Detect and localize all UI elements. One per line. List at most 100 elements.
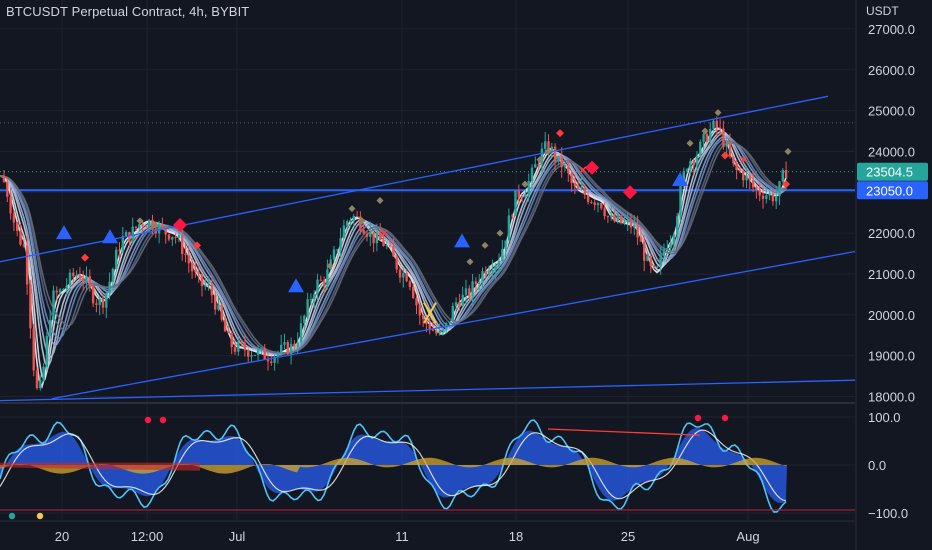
osc-axis-label: −100.0 [868, 506, 908, 521]
candle-body [266, 359, 270, 362]
candle-body [214, 295, 217, 310]
candle-body [316, 279, 319, 295]
candle-body [273, 357, 276, 363]
candle-body [610, 215, 613, 217]
candle-body [375, 232, 379, 244]
candle-body [194, 271, 197, 273]
candle-body [105, 293, 108, 308]
candle-body [412, 286, 415, 298]
small-sell-diamond [556, 129, 564, 138]
time-axis-label: 12:00 [131, 529, 164, 544]
candle-body [596, 202, 600, 206]
candle-body [346, 221, 349, 226]
osc-red-fill [0, 462, 200, 471]
candle-body [220, 304, 223, 320]
candle-body [22, 244, 25, 246]
candle-body [200, 274, 204, 287]
candle-body [227, 331, 230, 333]
candle-body [379, 232, 382, 241]
candle-body [306, 299, 309, 316]
small-sell-diamond [782, 180, 790, 189]
candle-body [464, 288, 468, 295]
candle-body [58, 289, 62, 293]
neutral-signal-diamond [536, 156, 544, 164]
candle-body [184, 253, 187, 256]
osc-area-fill [0, 427, 787, 504]
candle-body [35, 370, 39, 389]
candle-body [685, 169, 689, 172]
neutral-signal-diamond [466, 258, 474, 266]
candle-body [138, 224, 141, 228]
candle-body [49, 319, 52, 336]
candle-body [32, 328, 35, 371]
candle-body [778, 181, 781, 197]
candle-body [583, 188, 586, 195]
oscillator-axis[interactable]: 100.0 0.0 −100.0 [868, 410, 908, 521]
candle-body [699, 141, 702, 156]
candle-body [115, 249, 118, 269]
candle-body [487, 270, 491, 275]
price-axis-label: 22000.0 [868, 226, 915, 241]
candle-body [451, 305, 454, 322]
candle-body [181, 235, 184, 254]
candle-body [781, 169, 784, 182]
candle-body [395, 256, 398, 270]
neutral-signal-diamond [376, 196, 384, 204]
candle-body [2, 175, 6, 182]
candle-body [491, 270, 494, 272]
candle-body [603, 208, 606, 217]
candle-body [349, 220, 352, 222]
candle-body [243, 343, 247, 351]
candle-body [108, 281, 111, 294]
candle-body [280, 344, 283, 354]
candle-body [369, 231, 372, 237]
time-axis-label: 20 [55, 529, 69, 544]
candle-body [25, 245, 29, 285]
candle-body [319, 279, 322, 281]
candle-body [141, 224, 144, 226]
candle-body [111, 268, 115, 282]
candle-body [250, 355, 253, 357]
candle-body [454, 302, 458, 306]
candle-body [557, 155, 560, 162]
candle-body [705, 133, 709, 142]
candle-body [217, 304, 220, 310]
candle-body [85, 276, 88, 282]
candle-body [709, 128, 712, 142]
candle-body [761, 195, 765, 199]
candle-body [283, 342, 286, 345]
candle-body [662, 249, 666, 256]
candle-body [171, 236, 174, 240]
buy-signal-triangle [102, 229, 118, 244]
price-axis-label: 26000.0 [868, 63, 915, 78]
candle-body [468, 288, 471, 297]
candle-body [385, 245, 388, 247]
candle-body [586, 194, 590, 202]
price-axis-label: 18000.0 [868, 390, 915, 405]
candle-body [458, 302, 461, 307]
time-axis[interactable]: 20 12:00 Jul 11 18 25 Aug [0, 0, 857, 550]
candle-body [494, 265, 497, 271]
time-axis-label: Aug [736, 529, 759, 544]
osc-money-flow [0, 457, 787, 474]
osc-signal-dot [159, 416, 167, 424]
sell-signal-diamond [173, 217, 187, 232]
candle-body [676, 216, 679, 235]
candle-body [157, 224, 161, 234]
neutral-signal-diamond [521, 180, 529, 188]
time-axis-label: 18 [509, 529, 523, 544]
candle-body [461, 294, 464, 307]
sell-signal-diamond [623, 185, 637, 200]
candle-body [755, 187, 758, 190]
candle-body [392, 246, 395, 257]
candle-body [415, 297, 418, 306]
candle-body [75, 274, 78, 277]
trendlines[interactable] [0, 95, 856, 402]
candle-body [652, 265, 656, 268]
candle-body [303, 315, 306, 324]
candle-body [748, 175, 751, 181]
small-sell-diamond [721, 151, 729, 160]
neutral-signal-diamond [481, 241, 489, 249]
